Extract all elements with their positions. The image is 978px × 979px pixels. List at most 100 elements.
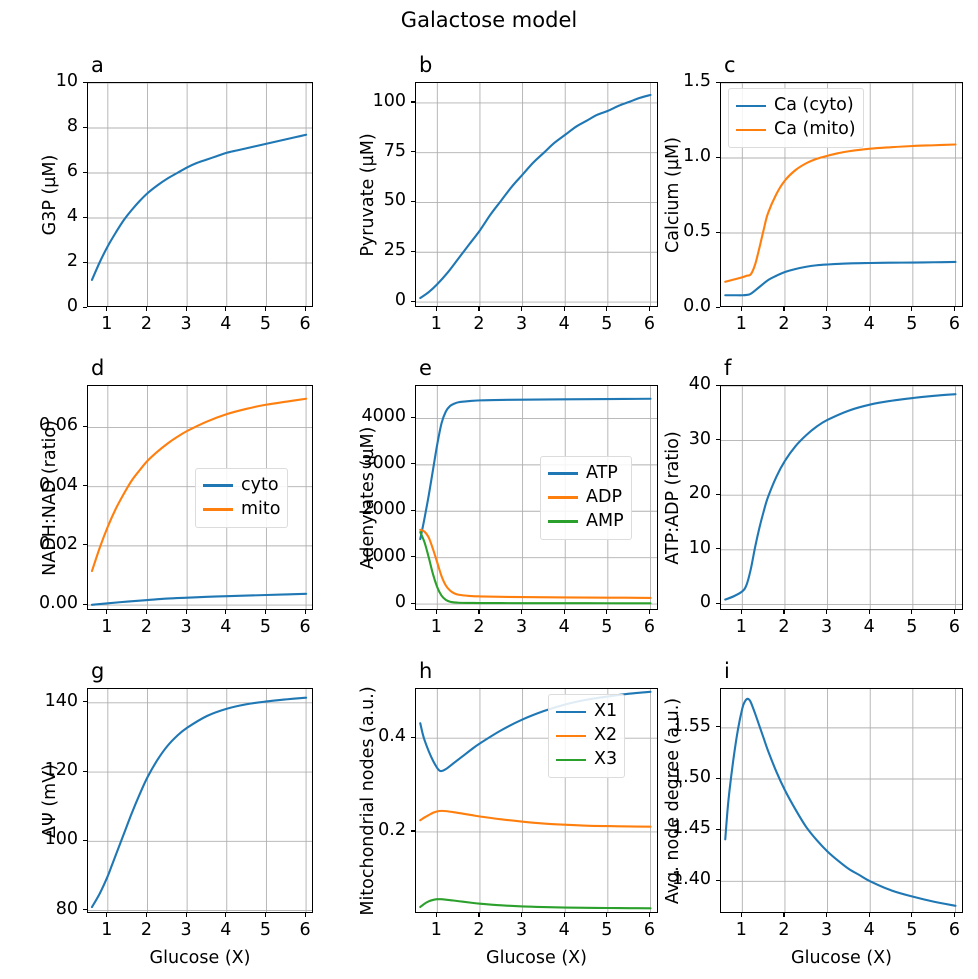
x-tick-label: 3 — [821, 617, 833, 637]
x-tickmark — [740, 307, 742, 311]
series-line-g3p — [90, 133, 308, 281]
y-tickmark — [410, 556, 415, 558]
x-tick-label: 2 — [140, 617, 153, 637]
y-axis-label-b: Pyruvate (µM) — [358, 132, 378, 257]
x-tickmark — [648, 610, 651, 614]
y-tickmark — [715, 81, 720, 83]
y-axis-label-g: ΔΨ (mV) — [40, 763, 60, 838]
x-tickmark — [563, 913, 565, 917]
x-tick-label: 4 — [558, 617, 570, 637]
legend-label: X2 — [594, 725, 618, 746]
x-tickmark — [185, 307, 187, 311]
x-tick-label: 5 — [601, 920, 613, 940]
y-tickmark — [82, 425, 87, 428]
series-line-x2 — [419, 809, 652, 828]
legend-entry: ATP — [548, 462, 624, 486]
x-tick-label: 6 — [643, 617, 656, 637]
y-tick-label: 1.0 — [683, 146, 711, 166]
y-tick-label: 0.02 — [39, 533, 78, 554]
y-tick-label: 4000 — [361, 406, 406, 427]
y-tickmark — [410, 509, 415, 511]
x-tickmark — [521, 307, 523, 311]
y-tick-label: 75 — [383, 140, 406, 161]
series-line-x3 — [419, 898, 652, 910]
figure-title: Galactose model — [400, 8, 578, 32]
y-tick-label: 10 — [688, 537, 711, 558]
y-tick-label: 0.00 — [39, 593, 78, 614]
x-tickmark — [826, 610, 828, 614]
x-tickmark — [304, 913, 306, 917]
y-tickmark — [410, 200, 415, 203]
x-tick-label: 6 — [299, 314, 311, 334]
x-tick-label: 5 — [259, 617, 271, 637]
y-tickmark — [715, 306, 720, 308]
legend-color-swatch — [548, 472, 578, 475]
legend-entry: cyto — [203, 474, 280, 498]
x-axis-label-i: Glucose (X) — [791, 948, 892, 968]
x-tick-label: 6 — [948, 314, 961, 334]
y-tickmark — [82, 261, 87, 263]
y-tick-label: 0 — [394, 592, 406, 613]
y-tickmark — [410, 602, 415, 604]
x-tickmark — [868, 307, 870, 311]
y-tickmark — [715, 156, 720, 158]
y-tickmark — [410, 250, 415, 252]
series-line-ca-mito- — [724, 143, 957, 283]
x-tickmark — [953, 913, 956, 917]
y-tick-label: 0.2 — [378, 819, 406, 840]
y-tick-label: 25 — [383, 240, 406, 261]
y-tickmark — [82, 770, 87, 772]
y-tickmark — [82, 909, 87, 911]
legend-entry: ADP — [548, 486, 624, 510]
series-line-dpsi — [90, 696, 308, 909]
x-tickmark — [225, 913, 227, 917]
plot-area-h — [415, 688, 658, 913]
x-tick-label: 4 — [220, 920, 232, 940]
x-tick-label: 4 — [863, 920, 875, 940]
plot-area-c — [720, 82, 963, 307]
y-tickmark — [715, 777, 720, 779]
y-tickmark — [715, 548, 720, 550]
legend-h: X1 X2 X3 — [548, 694, 626, 778]
x-tickmark — [106, 610, 108, 614]
x-tick-label: 2 — [778, 617, 790, 637]
y-tick-label: 8 — [66, 116, 78, 136]
series-line-atp — [419, 397, 652, 541]
y-tick-label: 1.5 — [683, 71, 711, 91]
y-axis-label-e: Adenylates (µM) — [358, 426, 378, 569]
x-tick-label: 1 — [430, 920, 442, 940]
x-tickmark — [435, 307, 437, 311]
x-tick-label: 3 — [180, 617, 192, 637]
series-line-amp — [419, 531, 652, 605]
y-tickmark — [82, 544, 87, 546]
panel-letter-h: h — [419, 659, 433, 683]
y-tick-label: 20 — [688, 483, 711, 504]
legend-color-swatch — [736, 104, 766, 108]
y-tickmark — [82, 126, 87, 128]
x-tick-label: 1 — [430, 314, 442, 334]
y-tick-label: 30 — [688, 428, 711, 449]
y-tickmark — [82, 839, 87, 841]
legend-label: mito — [241, 498, 281, 519]
x-tick-label: 5 — [906, 920, 918, 940]
x-tickmark — [478, 610, 480, 614]
x-tickmark — [826, 913, 828, 917]
x-tickmark — [185, 913, 187, 917]
x-tick-label: 1 — [430, 617, 442, 637]
y-tick-label: 1.50 — [672, 767, 711, 787]
x-tick-label: 1 — [735, 617, 747, 637]
legend-label: Ca (mito) — [774, 119, 856, 140]
y-tickmark — [82, 171, 87, 173]
x-tick-label: 5 — [906, 617, 918, 637]
y-tick-label: 0.4 — [378, 726, 406, 747]
series-line-atp-adp — [724, 393, 957, 601]
x-tick-label: 6 — [299, 920, 311, 940]
x-tickmark — [740, 913, 742, 917]
x-tickmark — [225, 610, 227, 614]
x-tickmark — [521, 913, 523, 917]
plot-area-f — [720, 385, 963, 610]
